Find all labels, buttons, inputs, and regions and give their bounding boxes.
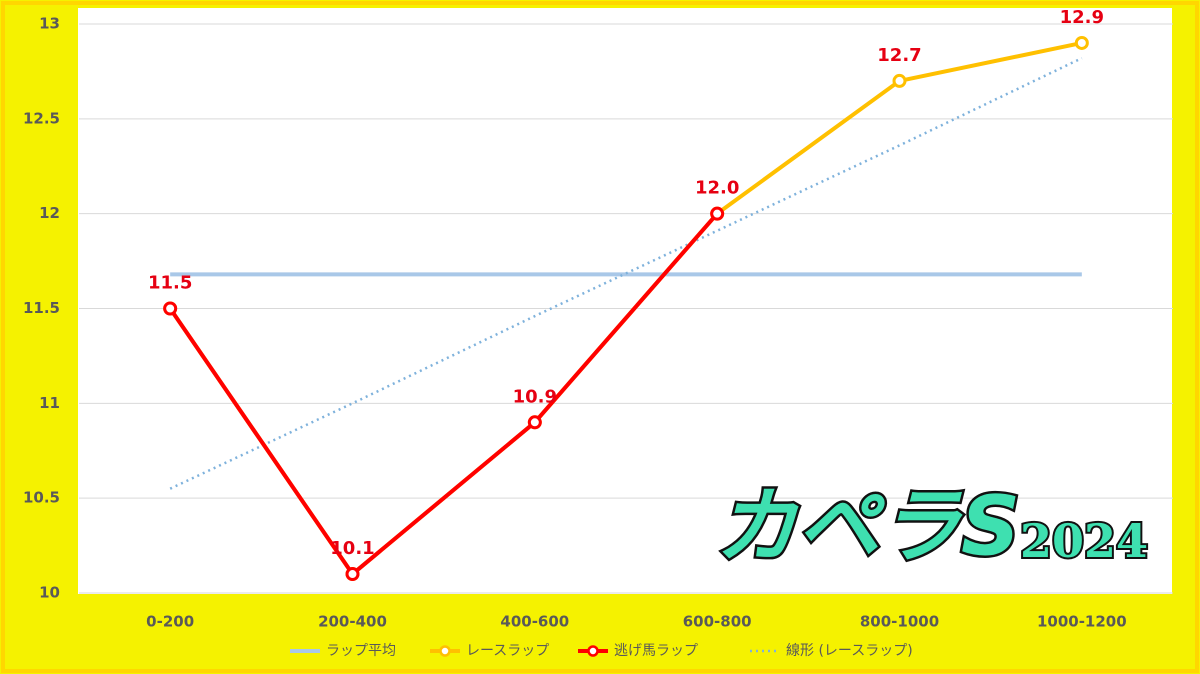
y-tick-label: 12.5 — [23, 109, 60, 127]
legend-marker — [587, 645, 599, 657]
legend-item: ラップ平均 — [290, 643, 396, 659]
x-tick-label: 200-400 — [318, 613, 387, 631]
legend-marker — [439, 645, 451, 657]
series-line — [169, 57, 1083, 490]
data-label: 10.1 — [330, 538, 374, 559]
x-tick-label: 400-600 — [500, 613, 569, 631]
legend-label: レースラップ — [466, 643, 549, 659]
legend-item: レースラップ — [430, 643, 549, 659]
y-tick-label: 10 — [39, 584, 60, 602]
data-label: 12.0 — [695, 178, 739, 199]
data-label: 10.9 — [513, 386, 557, 407]
logo-text: カペラS — [715, 479, 1020, 574]
point — [1074, 35, 1089, 50]
point — [710, 206, 725, 221]
y-tick-label: 13 — [39, 15, 60, 33]
legend-item: 線形 (レースラップ) — [750, 643, 913, 659]
point — [892, 73, 907, 88]
point — [163, 301, 178, 316]
y-tick-label: 11.5 — [23, 299, 60, 317]
data-label: 12.7 — [877, 45, 921, 66]
x-tick-label: 600-800 — [683, 613, 752, 631]
legend-item: 逃げ馬ラップ — [578, 643, 698, 659]
x-tick-label: 0-200 — [146, 613, 194, 631]
data-label: 12.9 — [1060, 7, 1104, 28]
data-label: 11.5 — [148, 273, 192, 294]
x-tick-label: 1000-1200 — [1037, 613, 1127, 631]
legend-label: ラップ平均 — [326, 643, 396, 659]
y-tick-label: 11 — [39, 394, 60, 412]
y-tick-label: 10.5 — [23, 489, 60, 507]
point — [527, 415, 542, 430]
legend-label: 線形 (レースラップ) — [786, 643, 913, 659]
logo-year: 2024 — [1020, 514, 1148, 568]
legend-label: 逃げ馬ラップ — [614, 643, 698, 659]
y-tick-label: 12 — [39, 204, 60, 222]
x-tick-label: 800-1000 — [860, 613, 939, 631]
plot-area — [78, 8, 1172, 594]
series-line — [168, 212, 719, 577]
point — [345, 567, 360, 582]
